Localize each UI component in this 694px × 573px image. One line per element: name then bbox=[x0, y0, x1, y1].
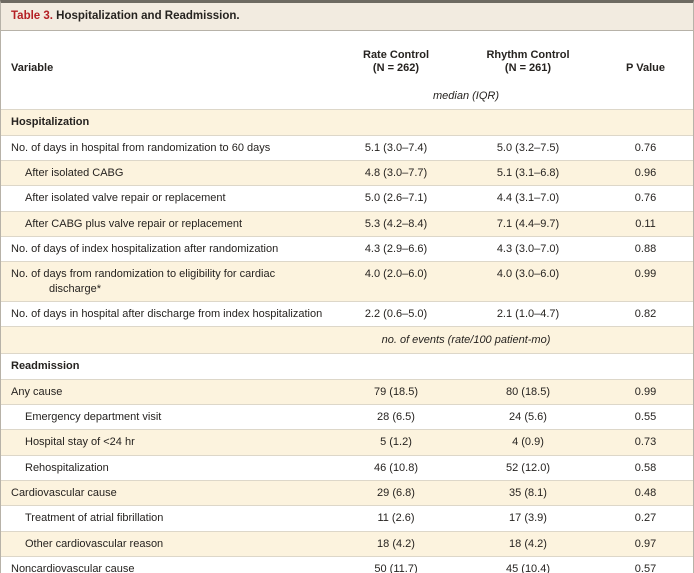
rate-value: 5.3 (4.2–8.4) bbox=[364, 217, 428, 230]
table-header: Variable Rate Control (N = 262) Rhythm C… bbox=[1, 31, 693, 83]
rhythm-value: 5.1 (3.1–6.8) bbox=[496, 167, 560, 180]
results-table: Variable Rate Control (N = 262) Rhythm C… bbox=[1, 31, 693, 573]
p-value: 0.88 bbox=[634, 242, 657, 255]
table-row: Treatment of atrial fibrillation 11 (2.6… bbox=[1, 506, 693, 532]
table-row: After CABG plus valve repair or replacem… bbox=[1, 211, 693, 237]
rate-value: 11 (2.6) bbox=[377, 512, 415, 525]
table-row: No. of days in hospital from randomizati… bbox=[1, 135, 693, 161]
column-header-rhythm-control: Rhythm Control (N = 261) bbox=[458, 31, 598, 83]
rhythm-value: 18 (4.2) bbox=[509, 537, 547, 550]
row-label: Hospital stay of <24 hr bbox=[25, 436, 135, 449]
p-value: 0.57 bbox=[634, 562, 657, 573]
column-header-variable: Variable bbox=[11, 61, 54, 74]
row-label: No. of days in hospital from randomizati… bbox=[11, 141, 271, 154]
rhythm-value: 17 (3.9) bbox=[509, 512, 547, 525]
rhythm-value: 5.0 (3.2–7.5) bbox=[496, 141, 560, 154]
table-row: No. of days of index hospitalization aft… bbox=[1, 236, 693, 262]
row-label: Any cause bbox=[11, 385, 63, 398]
rhythm-value: 4.4 (3.1–7.0) bbox=[496, 192, 560, 205]
rate-value: 4.8 (3.0–7.7) bbox=[364, 167, 428, 180]
section-row-readmission: Readmission bbox=[1, 354, 693, 380]
rate-value: 50 (11.7) bbox=[374, 562, 418, 573]
section-label: Hospitalization bbox=[11, 116, 90, 129]
rate-value: 29 (6.8) bbox=[377, 486, 415, 499]
rate-value: 5.0 (2.6–7.1) bbox=[364, 192, 428, 205]
p-value: 0.11 bbox=[635, 217, 656, 230]
rhythm-value: 45 (10.4) bbox=[505, 562, 551, 573]
p-value: 0.27 bbox=[634, 512, 657, 525]
row-label: After isolated CABG bbox=[25, 167, 124, 180]
column-header-p-value: P Value bbox=[626, 61, 665, 74]
rhythm-value: 4.0 (3.0–6.0) bbox=[496, 268, 560, 281]
p-value: 0.76 bbox=[634, 141, 657, 154]
table-row: Noncardiovascular cause 50 (11.7) 45 (10… bbox=[1, 556, 693, 573]
rate-value: 2.2 (0.6–5.0) bbox=[364, 307, 428, 320]
table-title-text: Hospitalization and Readmission. bbox=[56, 10, 240, 22]
rate-value: 28 (6.5) bbox=[377, 411, 415, 424]
row-label: No. of days of index hospitalization aft… bbox=[11, 242, 279, 255]
rate-value: 5.1 (3.0–7.4) bbox=[364, 141, 428, 154]
row-label: Emergency department visit bbox=[25, 411, 162, 424]
column-header-rate-control: Rate Control (N = 262) bbox=[334, 31, 458, 83]
row-label: After isolated valve repair or replaceme… bbox=[25, 192, 226, 205]
rhythm-value: 7.1 (4.4–9.7) bbox=[496, 217, 560, 230]
rhythm-value: 24 (5.6) bbox=[509, 411, 547, 424]
table-row: Emergency department visit 28 (6.5) 24 (… bbox=[1, 405, 693, 430]
p-value: 0.76 bbox=[634, 192, 657, 205]
row-label: Other cardiovascular reason bbox=[25, 537, 164, 550]
table-row: No. of days in hospital after discharge … bbox=[1, 301, 693, 327]
rhythm-control-n: (N = 261) bbox=[504, 61, 552, 74]
p-value: 0.55 bbox=[634, 411, 657, 424]
table-row: Cardiovascular cause 29 (6.8) 35 (8.1) 0… bbox=[1, 480, 693, 506]
section-row-hospitalization: Hospitalization bbox=[1, 109, 693, 136]
table-row: After isolated CABG 4.8 (3.0–7.7) 5.1 (3… bbox=[1, 160, 693, 186]
table-title: Table 3. Hospitalization and Readmission… bbox=[1, 3, 693, 31]
row-label: Cardiovascular cause bbox=[11, 486, 117, 499]
unit-row-median-iqr: median (IQR) bbox=[1, 83, 693, 110]
rate-value: 4.3 (2.9–6.6) bbox=[364, 242, 428, 255]
table-row: Other cardiovascular reason 18 (4.2) 18 … bbox=[1, 531, 693, 557]
rate-value: 79 (18.5) bbox=[373, 385, 419, 398]
unit-row-events: no. of events (rate/100 patient-mo) bbox=[1, 326, 693, 354]
rhythm-value: 4.3 (3.0–7.0) bbox=[496, 242, 560, 255]
p-value: 0.96 bbox=[634, 167, 657, 180]
rate-control-n: (N = 262) bbox=[372, 61, 420, 74]
rhythm-value: 80 (18.5) bbox=[505, 385, 551, 398]
rate-value: 18 (4.2) bbox=[377, 537, 415, 550]
rhythm-value: 4 (0.9) bbox=[512, 436, 544, 449]
rate-control-label: Rate Control bbox=[363, 48, 429, 61]
p-value: 0.48 bbox=[634, 486, 657, 499]
row-label: After CABG plus valve repair or replacem… bbox=[25, 217, 243, 230]
table-row: Any cause 79 (18.5) 80 (18.5) 0.99 bbox=[1, 379, 693, 405]
row-label: Treatment of atrial fibrillation bbox=[25, 512, 164, 525]
rate-value: 5 (1.2) bbox=[380, 436, 412, 449]
rhythm-control-label: Rhythm Control bbox=[486, 48, 570, 61]
rhythm-value: 52 (12.0) bbox=[505, 461, 551, 474]
section-label: Readmission bbox=[11, 360, 80, 373]
row-label: No. of days in hospital after discharge … bbox=[11, 307, 323, 320]
rhythm-value: 35 (8.1) bbox=[509, 486, 547, 499]
table-body: median (IQR) Hospitalization No. of days… bbox=[1, 83, 693, 573]
table-row: Hospital stay of <24 hr 5 (1.2) 4 (0.9) … bbox=[1, 429, 693, 456]
header-row: Variable Rate Control (N = 262) Rhythm C… bbox=[1, 31, 693, 83]
row-label: Noncardiovascular cause bbox=[11, 562, 135, 573]
rhythm-value: 2.1 (1.0–4.7) bbox=[496, 307, 560, 320]
table-row: After isolated valve repair or replaceme… bbox=[1, 186, 693, 212]
table-row: No. of days from randomization to eligib… bbox=[1, 261, 693, 302]
p-value: 0.97 bbox=[634, 537, 657, 550]
unit-label-median-iqr: median (IQR) bbox=[432, 90, 500, 103]
row-label: Rehospitalization bbox=[25, 461, 109, 474]
table-row: Rehospitalization 46 (10.8) 52 (12.0) 0.… bbox=[1, 455, 693, 481]
table-number: Table 3. bbox=[11, 10, 53, 22]
p-value: 0.82 bbox=[634, 307, 657, 320]
unit-label-events: no. of events (rate/100 patient-mo) bbox=[381, 334, 551, 347]
p-value: 0.58 bbox=[634, 461, 657, 474]
rate-value: 46 (10.8) bbox=[373, 461, 419, 474]
p-value: 0.73 bbox=[634, 436, 657, 449]
p-value: 0.99 bbox=[634, 385, 657, 398]
rate-value: 4.0 (2.0–6.0) bbox=[364, 268, 428, 281]
row-label: No. of days from randomization to eligib… bbox=[11, 268, 276, 295]
p-value: 0.99 bbox=[634, 268, 657, 281]
